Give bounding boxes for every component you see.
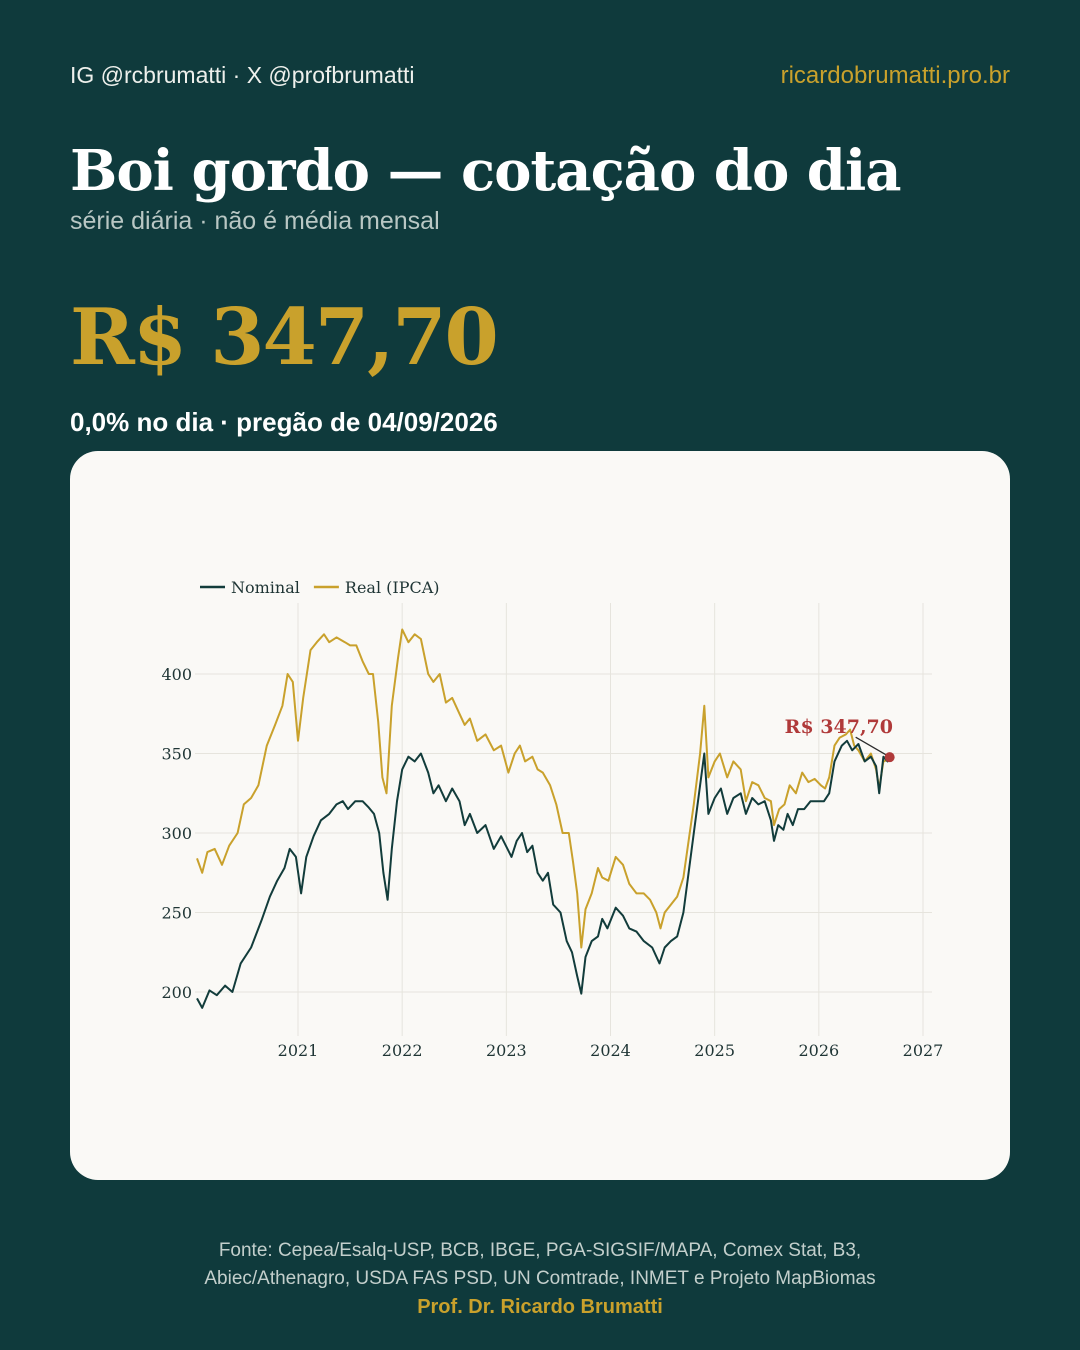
footer-source-line-1: Fonte: Cepea/Esalq-USP, BCB, IBGE, PGA-S… [218,1240,862,1261]
legend-label-real-ipca: Real (IPCA) [345,578,440,597]
legend-label-nominal: Nominal [231,578,300,597]
footer-author: Prof. Dr. Ricardo Brumatti [417,1296,663,1318]
price-chart: 200 250 300 350 400 2021 2022 2023 2024 2025 2026… [161,578,944,1060]
y-tick-label-350: 350 [161,745,192,764]
chart-card: 200 250 300 350 400 2021 2022 2023 2024 2025 2026… [70,451,1010,1180]
x-tick-label-2023: 2023 [486,1041,527,1060]
series-lines [196,628,891,1009]
y-tick-label-400: 400 [161,665,192,684]
x-tick-label-2027: 2027 [903,1041,944,1060]
price-value: R$ 347,70 [70,292,499,383]
header-site-link[interactable]: ricardobrumatti.pro.br [780,62,1010,89]
y-tick-label-200: 200 [161,983,192,1002]
x-tick-label-2021: 2021 [278,1041,319,1060]
x-tick-label-2022: 2022 [382,1041,423,1060]
grid-lines [195,603,932,1036]
price-callout: R$ 347,70 [785,716,895,763]
x-tick-label-2025: 2025 [694,1041,735,1060]
x-tick-label-2026: 2026 [798,1041,839,1060]
footer-source-line-2: Abiec/Athenagro, USDA FAS PSD, UN Comtra… [204,1268,876,1289]
price-change: 0,0% no dia · pregão de 04/09/2026 [70,407,498,437]
x-axis-ticks: 2021 2022 2023 2024 2025 2026 2027 [278,1041,944,1060]
page-title: Boi gordo — cotação do dia [70,138,902,204]
callout-label: R$ 347,70 [785,716,893,738]
callout-marker [884,752,895,763]
series-line-real-ipca [196,628,891,949]
y-tick-label-300: 300 [161,824,192,843]
series-line-nominal [196,739,891,1009]
header-handles: IG @rcbrumatti · X @profbrumatti [70,62,415,88]
y-axis-ticks: 200 250 300 350 400 [161,665,192,1002]
page-subtitle: série diária · não é média mensal [70,207,440,235]
footer-source: Fonte: Cepea/Esalq-USP, BCB, IBGE, PGA-S… [0,1237,1080,1293]
x-tick-label-2024: 2024 [590,1041,631,1060]
callout-leader-line [855,736,887,756]
y-tick-label-250: 250 [161,904,192,923]
chart-legend: Nominal Real (IPCA) [200,578,440,597]
